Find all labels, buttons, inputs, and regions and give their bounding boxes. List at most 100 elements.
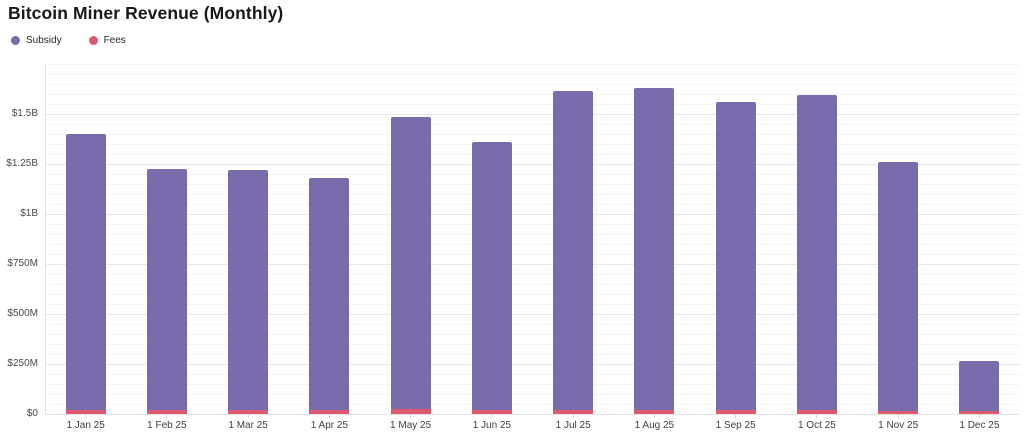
major-grid-line xyxy=(45,214,1020,215)
minor-grid-line xyxy=(45,294,1020,295)
bar-fees-segment[interactable] xyxy=(471,409,512,414)
minor-grid-line xyxy=(45,274,1020,275)
bar-fees-segment[interactable] xyxy=(65,409,106,414)
bar-subsidy-segment[interactable] xyxy=(553,91,594,410)
minor-grid-line xyxy=(45,234,1020,235)
minor-grid-line xyxy=(45,354,1020,355)
page-title: Bitcoin Miner Revenue (Monthly) xyxy=(8,3,284,23)
x-axis-tick xyxy=(166,414,168,418)
legend-label-subsidy: Subsidy xyxy=(26,35,62,46)
major-grid-line xyxy=(45,164,1020,165)
bar-column[interactable] xyxy=(796,95,837,414)
minor-grid-line xyxy=(45,84,1020,85)
y-axis-label: $0 xyxy=(26,408,38,419)
bar-column[interactable] xyxy=(634,88,675,414)
bar-subsidy-segment[interactable] xyxy=(796,95,837,411)
x-axis-tick xyxy=(85,414,87,418)
bar-fees-segment[interactable] xyxy=(959,411,1000,414)
legend-item-subsidy[interactable]: Subsidy xyxy=(11,35,62,46)
bar-fees-segment[interactable] xyxy=(390,409,431,414)
bar-fees-segment[interactable] xyxy=(634,410,675,414)
major-grid-line xyxy=(45,264,1020,265)
x-axis-tick xyxy=(735,414,737,418)
bar-column[interactable] xyxy=(390,117,431,414)
x-axis-tick xyxy=(410,414,412,418)
x-axis-label: 1 May 25 xyxy=(390,420,432,431)
minor-grid-line xyxy=(45,174,1020,175)
bar-column[interactable] xyxy=(65,134,106,414)
y-axis-label: $250M xyxy=(7,358,38,369)
x-axis-label: 1 Jul 25 xyxy=(555,420,591,431)
x-axis-label: 1 Jan 25 xyxy=(66,420,105,431)
fees-legend-dot-icon xyxy=(88,36,98,45)
bar-subsidy-segment[interactable] xyxy=(309,178,350,411)
bar-subsidy-segment[interactable] xyxy=(715,102,756,410)
minor-grid-line xyxy=(45,104,1020,105)
bar-column[interactable] xyxy=(228,170,269,414)
y-axis-label: $1.25B xyxy=(6,158,38,169)
minor-grid-line xyxy=(45,224,1020,225)
subsidy-legend-dot-icon xyxy=(11,36,20,45)
y-axis-line xyxy=(45,64,46,414)
legend-item-fees[interactable]: Fees xyxy=(88,35,126,46)
x-axis-tick xyxy=(328,414,330,418)
bar-subsidy-segment[interactable] xyxy=(471,142,512,410)
minor-grid-line xyxy=(45,284,1020,285)
minor-grid-line xyxy=(45,204,1020,205)
legend: Subsidy Fees xyxy=(11,35,126,46)
minor-grid-line xyxy=(45,334,1020,335)
y-axis-label: $500M xyxy=(7,308,38,319)
x-axis-label: 1 Jun 25 xyxy=(472,420,512,431)
x-axis-label: 1 Feb 25 xyxy=(147,420,187,431)
minor-grid-line xyxy=(45,154,1020,155)
minor-grid-line xyxy=(45,184,1020,185)
bar-column[interactable] xyxy=(146,169,187,414)
major-grid-line xyxy=(45,314,1020,315)
bar-column[interactable] xyxy=(309,178,350,414)
major-grid-line xyxy=(45,364,1020,365)
x-axis-tick xyxy=(491,414,493,418)
bar-fees-segment[interactable] xyxy=(715,410,756,414)
bar-fees-segment[interactable] xyxy=(796,410,837,414)
x-axis-label: 1 Aug 25 xyxy=(634,420,675,431)
y-axis-label: $1.5B xyxy=(11,108,38,119)
bar-column[interactable] xyxy=(959,361,1000,414)
bar-column[interactable] xyxy=(471,142,512,414)
x-axis-label: 1 Oct 25 xyxy=(797,420,836,431)
bar-fees-segment[interactable] xyxy=(553,409,594,414)
x-axis-label: 1 Dec 25 xyxy=(959,420,1000,431)
minor-grid-line xyxy=(45,344,1020,345)
bar-column[interactable] xyxy=(553,91,594,414)
minor-grid-line xyxy=(45,324,1020,325)
bar-subsidy-segment[interactable] xyxy=(390,117,431,409)
minor-grid-line xyxy=(45,194,1020,195)
x-axis-tick xyxy=(572,414,574,418)
minor-grid-line xyxy=(45,94,1020,95)
x-axis-tick xyxy=(653,414,655,418)
bar-fees-segment[interactable] xyxy=(878,410,919,414)
bar-fees-segment[interactable] xyxy=(309,410,350,414)
minor-grid-line xyxy=(45,244,1020,245)
x-axis-label: 1 Mar 25 xyxy=(228,420,268,431)
bar-subsidy-segment[interactable] xyxy=(146,169,187,410)
minor-grid-line xyxy=(45,304,1020,305)
minor-grid-line xyxy=(45,374,1020,375)
bar-column[interactable] xyxy=(715,102,756,414)
bar-subsidy-segment[interactable] xyxy=(65,134,106,410)
x-axis-tick xyxy=(816,414,818,418)
x-axis-label: 1 Apr 25 xyxy=(310,420,348,431)
bar-fees-segment[interactable] xyxy=(228,410,269,414)
x-axis-label: 1 Nov 25 xyxy=(878,420,919,431)
y-axis-label: $1B xyxy=(20,208,38,219)
bar-fees-segment[interactable] xyxy=(146,410,187,414)
minor-grid-line xyxy=(45,64,1020,65)
x-axis-tick xyxy=(897,414,899,418)
minor-grid-line xyxy=(45,124,1020,125)
bar-subsidy-segment[interactable] xyxy=(634,88,675,410)
bar-subsidy-segment[interactable] xyxy=(878,161,919,411)
bar-subsidy-segment[interactable] xyxy=(228,170,269,410)
bar-subsidy-segment[interactable] xyxy=(959,361,1000,412)
bar-column[interactable] xyxy=(878,161,919,414)
